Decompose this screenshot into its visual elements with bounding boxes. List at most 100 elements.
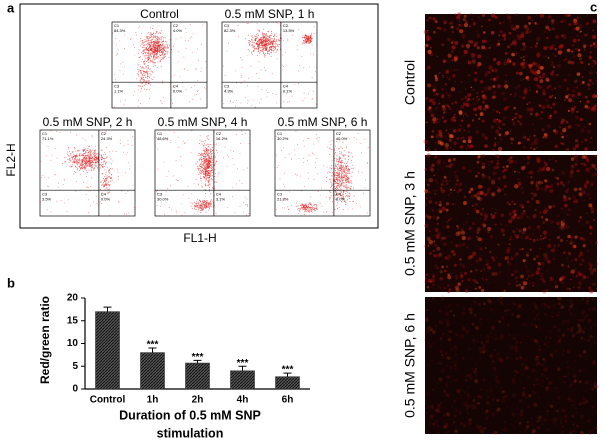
stain-speck [472,278,475,282]
stain-speck [521,190,525,194]
stain-speck [549,277,554,282]
event-dot [152,25,154,27]
event-dot [118,200,120,202]
event-dot [331,140,333,142]
event-dot [166,51,168,53]
event-dot [140,69,142,71]
quadrant-name: C2 [216,131,222,136]
stain-speck [589,51,592,54]
event-dot [150,34,152,36]
event-dot [330,171,332,173]
event-dot [304,39,306,41]
event-dot [264,34,266,36]
stain-speck [581,35,583,37]
event-dot [157,51,159,53]
stain-speck [471,89,473,92]
event-dot [140,70,142,72]
plot-frame [221,21,318,109]
stain-speck [563,203,568,208]
stain-speck [585,180,590,184]
event-dot [209,165,211,167]
event-dot [202,158,204,160]
stain-speck [428,199,433,204]
stain-speck [434,227,439,233]
event-dot [86,151,87,153]
event-dot [141,67,143,69]
event-dot [258,40,260,42]
event-dot [107,191,109,193]
event-dot [208,181,210,183]
event-dot [163,48,165,50]
event-dot [142,83,144,85]
stain-speck [564,98,567,102]
event-dot [339,140,341,142]
stain-speck [439,239,442,242]
stain-speck [547,181,549,183]
event-dot [254,35,256,37]
stain-speck [529,107,534,112]
event-dot [366,161,368,163]
event-dot [200,180,202,182]
event-dot [187,185,189,187]
stain-speck [577,391,580,395]
stain-speck [428,230,431,233]
event-dot [164,46,166,48]
stain-speck [442,58,447,64]
event-dot [334,173,336,175]
event-dot [335,151,337,153]
stain-speck [556,177,559,180]
event-dot [92,201,94,203]
stain-speck [507,243,510,245]
event-dot [214,176,216,178]
stain-speck [514,86,519,90]
event-dot [263,28,265,30]
stain-speck [585,167,590,172]
event-dot [309,53,311,55]
stain-speck [536,42,538,45]
stain-speck [433,92,437,97]
stain-speck [516,216,520,220]
event-dot [303,92,305,94]
stain-speck [433,84,437,88]
stain-speck [535,14,538,16]
event-dot [338,186,340,188]
stain-speck [588,170,591,174]
event-dot [209,177,211,179]
stain-speck [547,259,551,264]
event-dot [341,166,343,168]
event-dot [252,50,254,52]
stain-speck [451,102,454,105]
event-dot [332,212,334,213]
event-dot [283,101,285,103]
event-dot [331,148,333,150]
event-dot [325,196,327,198]
event-dot [216,161,218,163]
event-dot [356,203,358,205]
stain-speck [433,189,435,192]
event-dot [208,178,210,180]
event-dot [256,35,258,37]
stain-speck [459,274,464,279]
event-dot [152,34,154,36]
event-dot [361,172,363,174]
stain-speck [510,137,514,141]
event-dot [155,47,157,49]
event-dot [311,38,313,40]
event-dot [204,159,206,161]
event-dot [262,37,264,39]
event-dot [308,155,310,156]
stain-speck [595,410,598,413]
stain-speck [424,277,427,280]
stain-speck [529,274,533,277]
event-dot [92,158,94,160]
event-dot [267,91,269,93]
stain-speck [429,67,431,69]
event-dot [207,167,209,169]
stain-speck [591,174,595,177]
event-dot [207,204,209,206]
event-dot [234,212,236,214]
stain-speck [471,54,476,59]
event-dot [152,62,154,64]
stain-speck [543,161,547,164]
